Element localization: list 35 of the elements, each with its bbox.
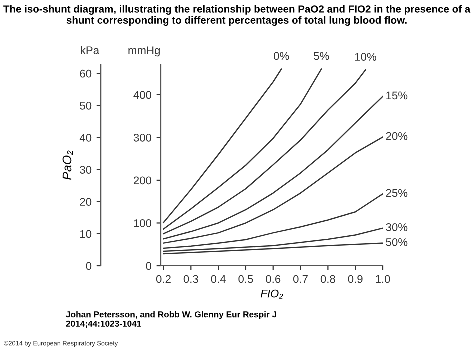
text: Johan Petersson, and Robb W. Glenny Eur Respir J 2014;44:1023-1041 — [66, 311, 276, 328]
x-tick-label: 0.4 — [211, 275, 226, 284]
x-tick-label: 1.0 — [376, 275, 390, 284]
y2-tick-label: 10 — [80, 230, 92, 238]
x-axis-title: FIO₂ — [260, 290, 284, 299]
x-tick-label: 0.9 — [348, 275, 363, 284]
y2-tick-label: 0 — [86, 262, 92, 270]
series-label: 0% — [274, 52, 290, 60]
x-tick-label: 0.2 — [156, 275, 171, 284]
y2-tick-label: 50 — [80, 102, 92, 110]
x-tick-label: 0.3 — [184, 275, 198, 284]
y-tick-label: 0 — [146, 262, 152, 270]
x-tick-label: 0.8 — [320, 275, 336, 284]
y2-axis-title: PaO₂ — [62, 150, 74, 180]
series-label: 20% — [386, 132, 408, 140]
y-tick-label: 400 — [134, 91, 152, 100]
y-tick-label: 300 — [134, 134, 152, 142]
y-tick-label: 200 — [134, 176, 152, 185]
x-tick-label: 0.7 — [293, 275, 308, 284]
text: mmHg — [128, 46, 160, 57]
y2-tick-label: 60 — [80, 70, 92, 78]
series-label: 5% — [314, 52, 330, 60]
y2-tick-label: 40 — [80, 134, 92, 142]
y-tick-label: 100 — [134, 220, 152, 228]
y2-tick-label: 20 — [80, 198, 92, 206]
series-label: 25% — [386, 189, 408, 198]
series-label: 10% — [355, 53, 376, 61]
series-label: 30% — [386, 223, 408, 232]
x-tick-label: 0.6 — [266, 275, 281, 284]
series-label: 50% — [386, 238, 408, 246]
chart-title: The iso-shunt diagram, illustrating the relationship between PaO2 and FIO2 in the presence of a shunt corresponding to different percentages of total lung blood flow. — [4, 5, 471, 26]
x-tick-label: 0.5 — [238, 275, 254, 284]
series-label: 15% — [386, 92, 408, 100]
y2-tick-label: 30 — [80, 166, 92, 174]
text: kPa — [81, 46, 100, 54]
